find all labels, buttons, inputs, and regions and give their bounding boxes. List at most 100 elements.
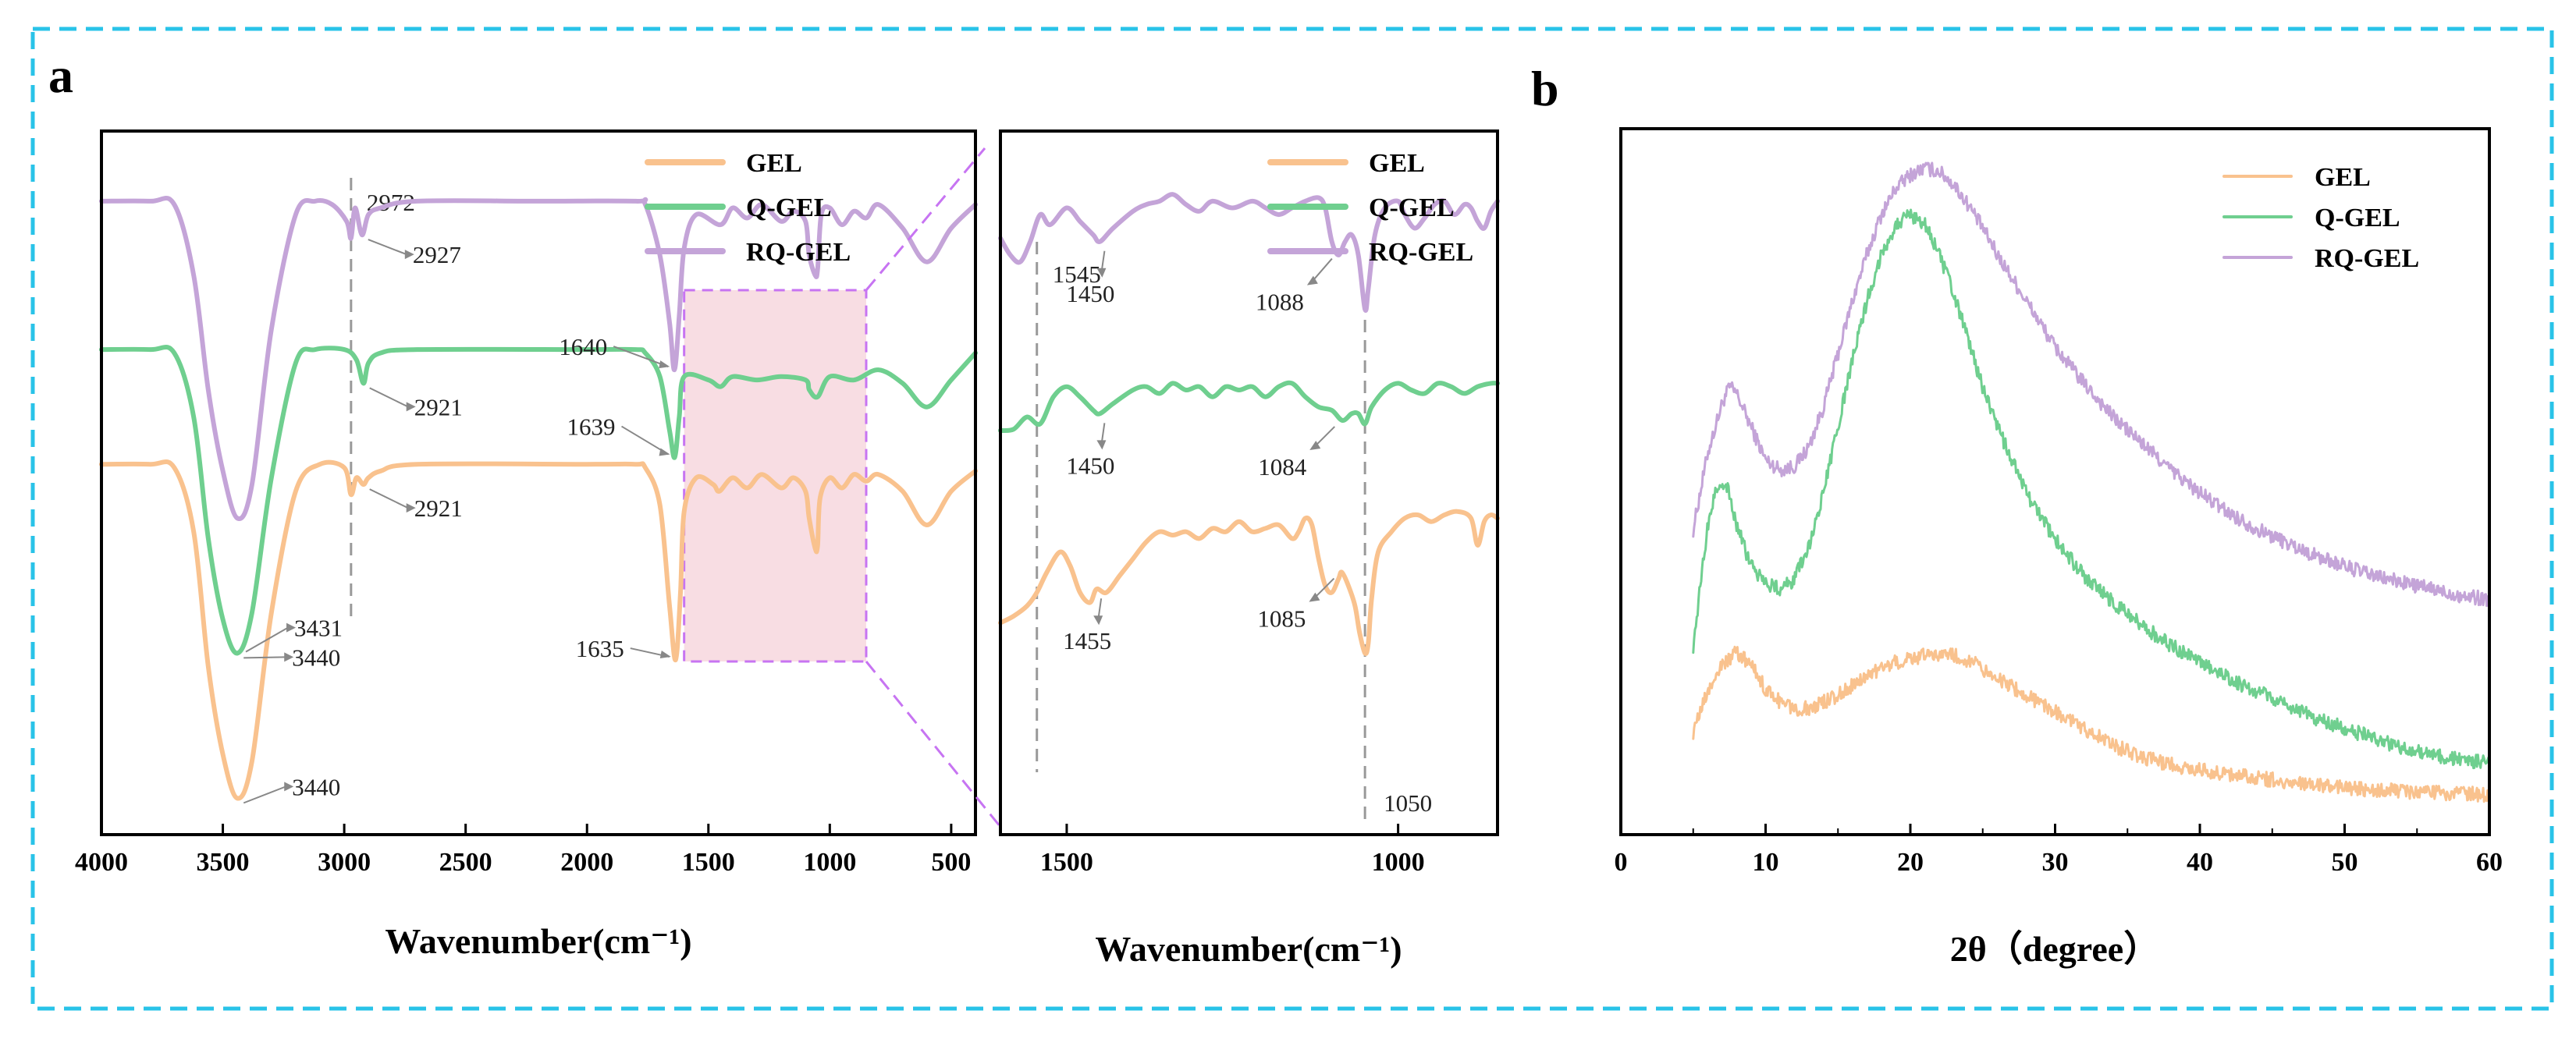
- x-tick-label-0: 0: [1615, 848, 1628, 877]
- annotation-arrow-3431: [245, 626, 289, 653]
- panel-a-plot-frame: [100, 129, 977, 836]
- annotation-label-1450: 1450: [1066, 280, 1114, 307]
- annotation-arrowhead-1635: [659, 651, 671, 659]
- zoom-x-axis-label: Wavenumber(cm⁻¹): [1095, 929, 1402, 969]
- x-tick-label-60: 60: [2476, 848, 2503, 877]
- x-tick-label-2500: 2500: [439, 848, 492, 877]
- legend-label-rq-gel: RQ-GEL: [746, 238, 851, 267]
- reference-label-1545: 1545: [1053, 261, 1101, 288]
- panel-b-x-ticks: 0 10 20 30 40 50 60: [1615, 824, 2503, 877]
- panel-a-zoom-chart: 1545 1050 1450 1088 1450 1084 1455 1085 1500 10…: [998, 129, 1500, 969]
- annotation-arrow-3440: [243, 656, 286, 659]
- panel-a-annotations: 2927 1640 3431 2921 3440 1639 2921 1635 3440: [243, 239, 671, 804]
- series-line-rq-gel: [998, 192, 1500, 313]
- annotation-label-2921: 2921: [414, 393, 463, 420]
- annotation-label-1088: 1088: [1256, 289, 1304, 316]
- legend-label-rq-gel: RQ-GEL: [1369, 238, 1473, 267]
- annotation-label-1084: 1084: [1258, 453, 1307, 480]
- series-line-q-gel: [99, 344, 978, 656]
- zoom-connector-bottom: [865, 661, 1002, 828]
- zoom-x-ticks: 1500 1000: [1040, 824, 1425, 877]
- panel-a-highlight-region: [683, 289, 868, 663]
- panel-a-ftir-chart: 2972 29271640343129213440163929211635344…: [75, 129, 978, 961]
- annotation-arrowhead-1088: [1306, 275, 1318, 285]
- x-tick-label-1000: 1000: [1372, 848, 1425, 877]
- panel-letter-a: a: [48, 48, 73, 103]
- legend-label-rq-gel: RQ-GEL: [2315, 244, 2419, 273]
- panel-b-series: [1692, 161, 2491, 803]
- legend-label-gel: GEL: [746, 149, 802, 178]
- x-tick-label-4000: 4000: [75, 848, 128, 877]
- annotation-label-1639: 1639: [567, 413, 616, 441]
- series-line-q-gel: [1692, 208, 2491, 770]
- annotation-arrow-3440: [243, 785, 286, 804]
- legend-label-q-gel: Q-GEL: [1369, 193, 1455, 222]
- panel-letter-b: b: [1531, 61, 1559, 116]
- panel-a-x-ticks: 4000 3500 3000 2500 2000 1500 1000 500: [75, 824, 971, 877]
- annotation-arrowhead-2921: [406, 402, 416, 412]
- zoom-reference-lines: 1545 1050: [1036, 242, 1432, 823]
- panel-a-series: [99, 196, 978, 801]
- annotation-arrowhead-2927: [404, 250, 414, 260]
- annotation-arrow-2921: [369, 387, 409, 408]
- annotation-arrow-2927: [368, 239, 407, 256]
- x-tick-label-1500: 1500: [1040, 848, 1093, 877]
- x-tick-label-50: 50: [2332, 848, 2358, 877]
- legend-label-gel: GEL: [1369, 149, 1425, 178]
- annotation-label-2927: 2927: [413, 241, 461, 268]
- x-tick-label-500: 500: [931, 848, 971, 877]
- x-tick-label-40: 40: [2187, 848, 2213, 877]
- annotation-label-1635: 1635: [576, 635, 624, 662]
- panel-a-legend: GEL Q-GEL RQ-GEL: [645, 149, 851, 267]
- legend-label-q-gel: Q-GEL: [746, 193, 832, 222]
- annotation-arrowhead-1085: [1309, 592, 1320, 602]
- zoom-plot-frame: [999, 129, 1499, 836]
- zoom-legend: GEL Q-GEL RQ-GEL: [1267, 149, 1473, 267]
- annotation-arrowhead-1639: [659, 448, 670, 456]
- annotation-label-1455: 1455: [1063, 627, 1111, 654]
- annotation-arrowhead-1455: [1093, 615, 1103, 626]
- annotation-label-2921: 2921: [414, 495, 463, 522]
- x-tick-label-2000: 2000: [560, 848, 613, 877]
- x-tick-label-20: 20: [1897, 848, 1924, 877]
- annotation-arrow-2921: [369, 488, 409, 509]
- annotation-label-3440: 3440: [292, 644, 340, 671]
- x-tick-label-3500: 3500: [197, 848, 250, 877]
- annotation-arrow-1640: [613, 346, 669, 368]
- annotation-arrowhead-1450: [1096, 440, 1107, 450]
- annotation-arrowhead-1084: [1309, 440, 1321, 450]
- zoom-series: [998, 192, 1500, 656]
- annotation-arrowhead-1640: [659, 360, 670, 369]
- annotation-arrow-1088: [1311, 257, 1333, 283]
- series-line-rq-gel: [99, 196, 978, 521]
- outer-dashed-border: [30, 27, 2554, 1011]
- legend-label-q-gel: Q-GEL: [2315, 204, 2400, 232]
- annotation-label-1640: 1640: [559, 333, 607, 360]
- x-tick-label-1500: 1500: [682, 848, 735, 877]
- x-tick-label-1000: 1000: [803, 848, 856, 877]
- annotation-arrow-1085: [1313, 577, 1335, 600]
- zoom-connector-lines: [865, 147, 1002, 828]
- annotation-arrow-1084: [1313, 426, 1335, 448]
- x-tick-label-30: 30: [2042, 848, 2069, 877]
- zoom-connector-top: [865, 147, 986, 291]
- zoom-annotations: 1450 1088 1450 1084 1455 1085: [1063, 250, 1335, 654]
- x-tick-label-10: 10: [1753, 848, 1779, 877]
- annotation-arrowhead-1450: [1096, 268, 1107, 278]
- panel-b-legend: GEL Q-GEL RQ-GEL: [2222, 163, 2419, 273]
- panel-b-xrd-chart: 0 10 20 30 40 50 60 2θ（degree） GEL Q-GEL RQ-GEL: [1615, 127, 2503, 969]
- annotation-arrowhead-2921: [406, 503, 416, 513]
- panel-a-x-axis-label: Wavenumber(cm⁻¹): [385, 921, 691, 961]
- annotation-arrowhead-3431: [286, 622, 297, 633]
- reference-label-1050: 1050: [1384, 789, 1432, 817]
- series-line-rq-gel: [1692, 161, 2491, 608]
- series-line-gel: [998, 509, 1500, 656]
- series-line-q-gel: [998, 380, 1500, 434]
- annotation-label-1085: 1085: [1257, 605, 1306, 633]
- series-line-gel: [1692, 645, 2491, 803]
- annotation-label-3431: 3431: [294, 615, 343, 642]
- annotation-arrowhead-3440: [284, 652, 294, 662]
- series-line-gel: [99, 459, 978, 801]
- annotation-label-3440: 3440: [292, 773, 340, 800]
